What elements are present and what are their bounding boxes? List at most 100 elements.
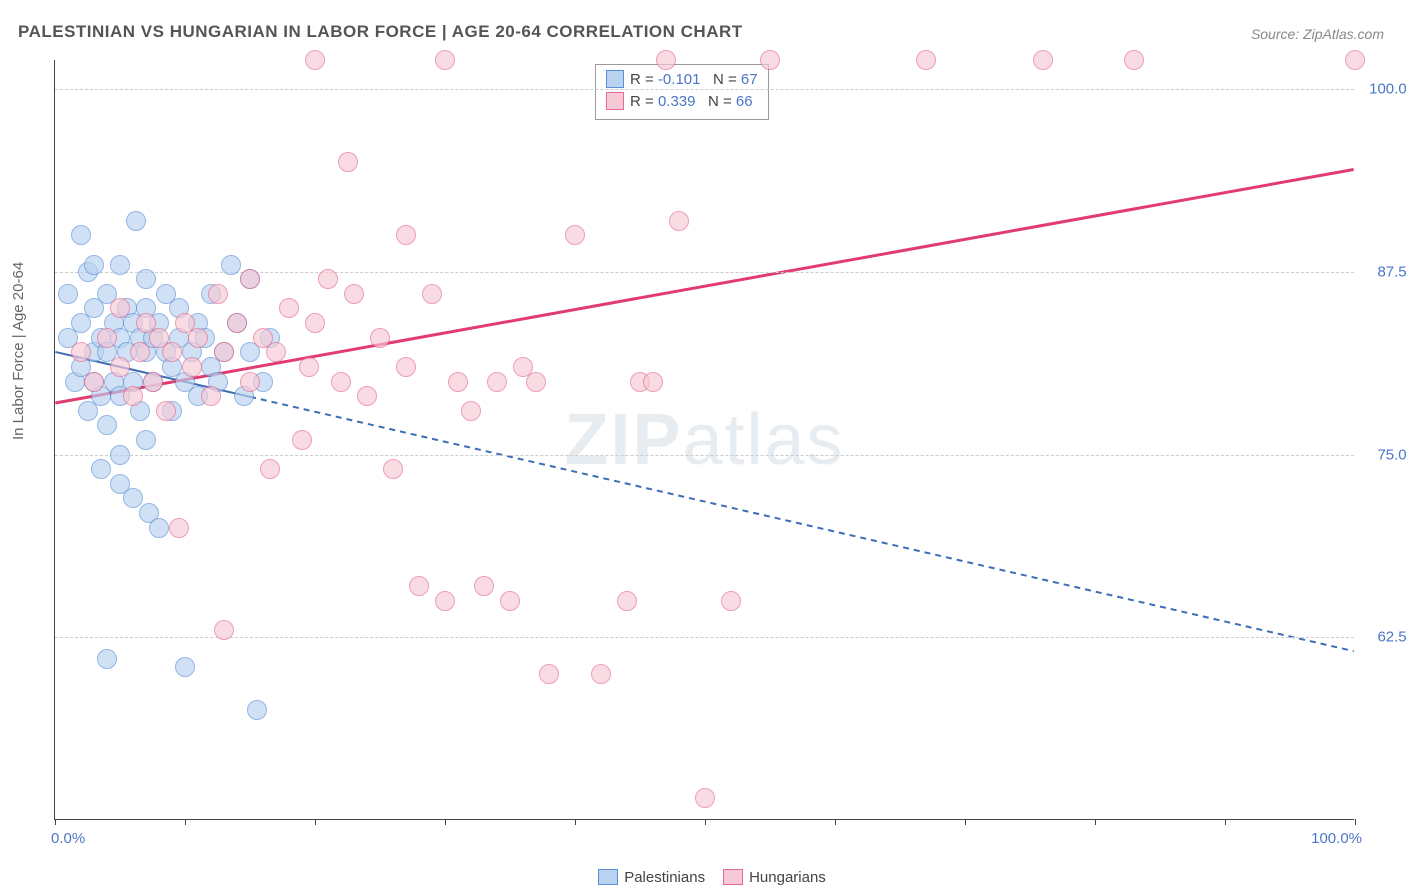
legend-swatch [598,869,618,885]
scatter-point [130,342,150,362]
scatter-point [331,372,351,392]
correlation-row: R = 0.339 N = 66 [606,91,758,113]
scatter-point [97,649,117,669]
scatter-point [149,518,169,538]
scatter-point [617,591,637,611]
x-tick-mark [835,819,836,825]
scatter-point [110,357,130,377]
scatter-point [136,430,156,450]
scatter-point [305,313,325,333]
watermark: ZIPatlas [564,399,844,481]
scatter-point [1033,50,1053,70]
correlation-row: R = -0.101 N = 67 [606,69,758,91]
x-tick-mark [705,819,706,825]
x-tick-mark [55,819,56,825]
scatter-point [221,255,241,275]
scatter-point [91,459,111,479]
scatter-point [474,576,494,596]
gridline-h [55,89,1354,90]
scatter-point [201,386,221,406]
legend-label: Palestinians [624,869,705,886]
x-tick-mark [445,819,446,825]
scatter-point [97,415,117,435]
scatter-point [299,357,319,377]
scatter-point [136,269,156,289]
scatter-point [208,284,228,304]
x-tick-mark [965,819,966,825]
scatter-point [721,591,741,611]
scatter-point [266,342,286,362]
scatter-point [279,298,299,318]
scatter-point [1124,50,1144,70]
scatter-point [487,372,507,392]
scatter-point [422,284,442,304]
scatter-point [1345,50,1365,70]
watermark-bold: ZIP [564,400,682,480]
y-tick-label: 100.0% [1369,81,1406,98]
scatter-point [357,386,377,406]
scatter-point [591,664,611,684]
x-tick-mark [1095,819,1096,825]
scatter-point [396,357,416,377]
x-tick-mark [315,819,316,825]
scatter-point [435,50,455,70]
scatter-point [370,328,390,348]
source-label: Source: ZipAtlas.com [1251,26,1384,42]
y-tick-label: 87.5% [1377,263,1406,280]
scatter-point [643,372,663,392]
scatter-point [695,788,715,808]
scatter-point [227,313,247,333]
x-tick-mark [185,819,186,825]
scatter-point [123,488,143,508]
scatter-plot-area: ZIPatlas R = -0.101 N = 67R = 0.339 N = … [54,60,1354,820]
scatter-point [126,211,146,231]
scatter-point [396,225,416,245]
x-tick-mark [1225,819,1226,825]
scatter-point [97,328,117,348]
scatter-point [448,372,468,392]
scatter-point [435,591,455,611]
scatter-point [656,50,676,70]
legend-bottom: Palestinians Hungarians [0,869,1406,886]
scatter-point [669,211,689,231]
scatter-point [260,459,280,479]
scatter-point [110,298,130,318]
scatter-point [182,357,202,377]
scatter-point [71,342,91,362]
x-tick-mark [1355,819,1356,825]
x-tick-label: 0.0% [51,830,85,847]
scatter-point [305,50,325,70]
x-tick-label: 100.0% [1311,830,1362,847]
scatter-point [110,255,130,275]
scatter-point [188,328,208,348]
legend-label: Hungarians [749,869,826,886]
y-tick-label: 62.5% [1377,629,1406,646]
scatter-point [162,342,182,362]
scatter-point [175,657,195,677]
scatter-point [500,591,520,611]
x-tick-mark [575,819,576,825]
scatter-point [214,620,234,640]
scatter-point [143,372,163,392]
correlation-stats-box: R = -0.101 N = 67R = 0.339 N = 66 [595,64,769,120]
scatter-point [344,284,364,304]
scatter-point [409,576,429,596]
scatter-point [916,50,936,70]
legend-swatch [723,869,743,885]
scatter-point [110,445,130,465]
scatter-point [292,430,312,450]
gridline-h [55,455,1354,456]
scatter-point [539,664,559,684]
scatter-point [565,225,585,245]
scatter-point [169,518,189,538]
scatter-point [84,255,104,275]
scatter-point [760,50,780,70]
watermark-thin: atlas [682,400,844,480]
y-tick-label: 75.0% [1377,446,1406,463]
scatter-point [247,700,267,720]
scatter-point [84,372,104,392]
scatter-point [461,401,481,421]
chart-title: PALESTINIAN VS HUNGARIAN IN LABOR FORCE … [18,22,743,42]
scatter-point [338,152,358,172]
scatter-point [240,269,260,289]
